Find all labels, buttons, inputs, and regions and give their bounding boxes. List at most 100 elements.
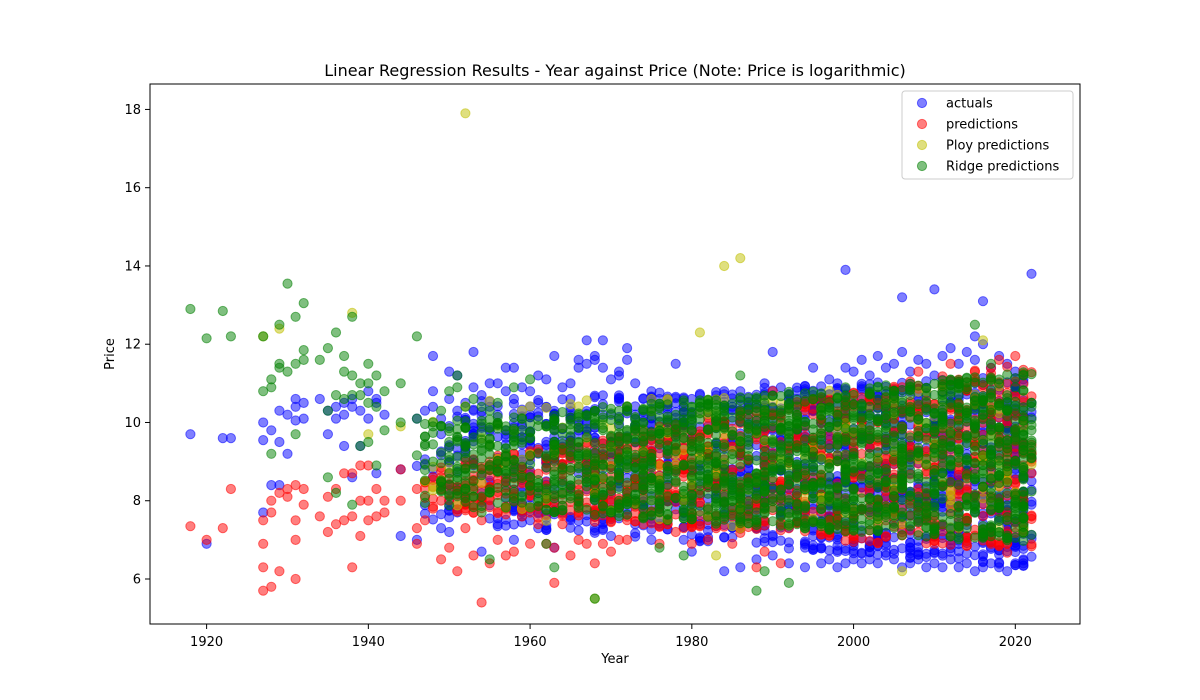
data-point <box>759 484 770 495</box>
data-point <box>856 501 867 512</box>
data-point <box>880 531 892 542</box>
data-point <box>848 427 859 438</box>
data-point <box>646 475 657 486</box>
data-point <box>525 459 536 470</box>
data-point <box>573 410 584 421</box>
data-point <box>508 362 520 373</box>
data-point <box>953 389 964 400</box>
data-point <box>985 522 997 533</box>
data-point <box>314 393 325 405</box>
data-point <box>557 487 568 498</box>
data-point <box>937 562 948 573</box>
data-point <box>848 513 859 524</box>
data-point <box>969 441 981 452</box>
data-point <box>476 427 487 438</box>
data-point <box>905 432 916 443</box>
data-point <box>258 538 269 549</box>
data-point <box>759 508 770 519</box>
data-point <box>1002 369 1013 380</box>
data-point <box>767 346 778 358</box>
data-point <box>444 500 455 511</box>
data-point <box>864 554 875 565</box>
data-point <box>799 521 811 532</box>
data-point <box>735 497 746 509</box>
data-point <box>541 420 552 431</box>
data-point <box>1018 474 1029 485</box>
data-point <box>832 393 843 404</box>
data-point <box>298 413 309 424</box>
data-point <box>743 511 754 522</box>
data-point <box>573 437 584 448</box>
data-point <box>921 522 932 533</box>
data-point <box>492 378 503 389</box>
data-point <box>525 472 536 483</box>
data-point <box>767 531 778 542</box>
data-point <box>565 378 576 389</box>
data-point <box>419 464 431 476</box>
data-point <box>711 518 722 529</box>
data-point <box>767 550 778 561</box>
data-point <box>808 493 819 504</box>
data-point <box>759 546 770 557</box>
data-point <box>945 442 956 453</box>
data-point <box>961 346 972 358</box>
data-point <box>533 370 544 381</box>
data-point <box>961 377 972 388</box>
data-point <box>589 437 600 448</box>
data-point <box>1026 541 1037 552</box>
data-point <box>1010 405 1021 416</box>
data-point <box>759 390 770 401</box>
data-point <box>298 397 309 408</box>
data-point <box>929 558 940 569</box>
data-point <box>541 462 552 473</box>
data-point <box>605 546 617 557</box>
data-point <box>427 350 439 362</box>
data-point <box>411 483 422 495</box>
data-point <box>711 429 722 441</box>
data-point <box>994 470 1005 481</box>
data-point <box>322 429 333 440</box>
data-point <box>630 493 641 504</box>
data-point <box>662 440 673 451</box>
data-point <box>290 534 301 546</box>
data-point <box>719 566 730 577</box>
data-point <box>897 543 908 554</box>
data-point <box>468 502 479 513</box>
data-point <box>945 418 956 429</box>
data-point <box>824 522 835 533</box>
data-point <box>969 550 981 561</box>
data-point <box>961 558 972 569</box>
data-point <box>977 562 989 573</box>
data-point <box>565 480 576 491</box>
data-point <box>330 401 342 412</box>
data-point <box>872 350 883 362</box>
data-point <box>508 546 520 557</box>
data-point <box>856 459 867 470</box>
data-point <box>848 399 859 410</box>
data-point <box>937 350 948 362</box>
data-point <box>872 558 883 569</box>
data-point <box>670 431 681 442</box>
data-point <box>638 431 649 442</box>
data-point <box>678 460 689 471</box>
data-point <box>751 455 762 466</box>
data-point <box>686 514 697 525</box>
data-point <box>864 515 875 526</box>
data-point <box>1010 506 1021 517</box>
data-point <box>719 442 730 453</box>
data-point <box>897 292 908 303</box>
data-point <box>266 507 277 518</box>
data-point <box>662 461 673 472</box>
data-point <box>783 421 795 432</box>
data-point <box>929 476 940 487</box>
data-point <box>258 515 269 526</box>
data-point <box>638 484 649 495</box>
data-point <box>1002 393 1013 404</box>
data-point <box>880 511 892 522</box>
data-point <box>840 474 851 485</box>
data-point <box>347 401 358 412</box>
data-point <box>969 500 981 511</box>
data-point <box>185 521 196 532</box>
data-point <box>711 412 722 424</box>
